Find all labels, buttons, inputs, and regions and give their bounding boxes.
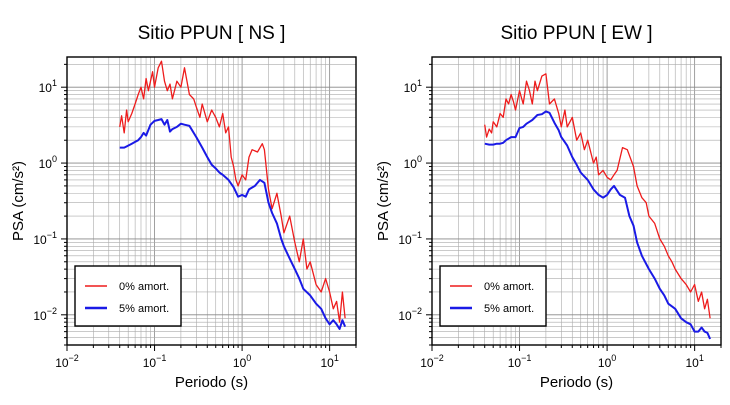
y-tick-label: 100 <box>39 154 57 171</box>
chart-panel-1: 10−2 10−1 100 101 10−2 10−1 100 101 Sitio PPUN [… <box>10 23 357 391</box>
y-tick-label: 10−2 <box>33 306 57 323</box>
y-tick-label: 101 <box>404 78 422 95</box>
chart-title: Sitio PPUN [ NS ] <box>138 23 286 44</box>
x-tick-label: 10−1 <box>143 353 167 370</box>
y-tick-label: 10−2 <box>398 306 422 323</box>
x-axis-label: Periodo (s) <box>540 374 613 391</box>
plot-frame <box>431 56 722 346</box>
legend-label: 0% amort. <box>119 281 169 293</box>
x-tick-label: 101 <box>320 353 338 370</box>
legend: 0% amort. 5% amort. <box>74 265 182 327</box>
legend: 0% amort. 5% amort. <box>439 265 547 327</box>
x-tick-label: 100 <box>598 353 616 370</box>
x-tick-label: 10−1 <box>508 353 532 370</box>
legend-box <box>74 265 182 327</box>
y-tick-label: 100 <box>404 154 422 171</box>
legend-label: 5% amort. <box>119 303 169 315</box>
chart-title: Sitio PPUN [ EW ] <box>500 23 652 44</box>
plot-frame <box>66 56 357 346</box>
series-line-5-amort- <box>119 118 347 330</box>
y-tick-label: 101 <box>39 78 57 95</box>
series-line-0-amort- <box>119 60 346 323</box>
legend-label: 0% amort. <box>484 281 534 293</box>
x-tick-label: 100 <box>233 353 251 370</box>
legend-box <box>439 265 547 327</box>
series-line-0-amort- <box>484 73 711 319</box>
chart-panel-2: 10−2 10−1 100 101 10−2 10−1 100 101 Sitio PPUN [… <box>375 23 722 391</box>
x-tick-label: 10−2 <box>420 353 444 370</box>
x-tick-label: 101 <box>685 353 703 370</box>
legend-label: 5% amort. <box>484 303 534 315</box>
y-tick-label: 10−1 <box>398 230 422 247</box>
y-axis-label: PSA (cm/s²) <box>10 161 27 241</box>
x-tick-label: 10−2 <box>55 353 79 370</box>
y-axis-label: PSA (cm/s²) <box>375 161 392 241</box>
y-tick-label: 10−1 <box>33 230 57 247</box>
series-line-5-amort- <box>484 110 712 340</box>
x-axis-label: Periodo (s) <box>175 374 248 391</box>
